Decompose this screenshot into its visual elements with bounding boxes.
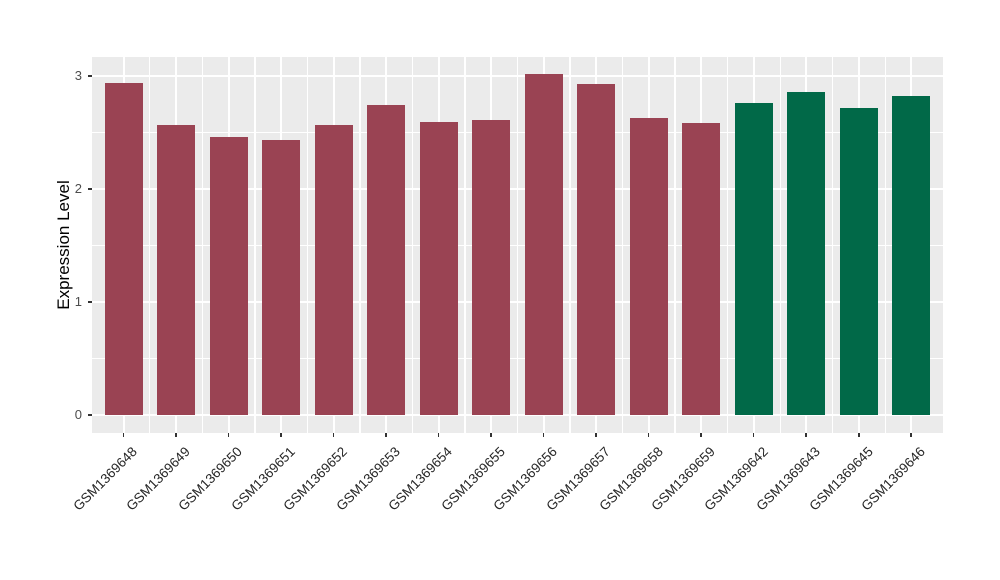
x-tick-mark <box>647 433 650 437</box>
x-tick-mark <box>280 433 282 437</box>
gridline-minor-v <box>884 57 886 433</box>
gridline-minor-v <box>359 57 361 433</box>
gridline-minor-v <box>516 57 519 433</box>
y-tick-label: 0 <box>74 407 82 422</box>
y-tick-mark <box>88 301 92 303</box>
bar-GSM1369655 <box>472 120 511 415</box>
gridline-minor-v <box>674 57 676 433</box>
y-tick-mark <box>88 188 92 190</box>
bar-GSM1369645 <box>839 107 878 415</box>
bar-GSM1369657 <box>577 83 616 415</box>
gridline-minor-v <box>306 57 309 433</box>
plot-panel <box>92 57 943 433</box>
x-tick-mark <box>437 433 440 437</box>
x-tick-mark <box>542 433 545 437</box>
x-tick-mark <box>910 433 913 437</box>
bar-GSM1369648 <box>104 82 143 415</box>
x-tick-mark <box>385 433 387 437</box>
y-tick-label: 3 <box>74 68 82 83</box>
x-tick-mark <box>857 433 860 437</box>
bar-GSM1369653 <box>367 105 406 415</box>
x-tick-mark <box>227 433 230 437</box>
bar-GSM1369651 <box>262 140 301 415</box>
bar-GSM1369649 <box>157 124 196 415</box>
gridline-minor-v <box>201 57 203 433</box>
bar-GSM1369643 <box>787 91 826 415</box>
gridline-minor-v <box>779 57 781 433</box>
x-tick-mark <box>122 433 125 437</box>
x-tick-mark <box>332 433 335 437</box>
x-tick-mark <box>175 433 177 437</box>
gridline-minor-v <box>569 57 571 433</box>
gridline-minor-v <box>727 57 729 433</box>
x-tick-mark <box>490 433 492 437</box>
gridline-minor-v <box>254 57 256 433</box>
bar-GSM1369646 <box>892 96 931 415</box>
y-tick-label: 2 <box>74 181 82 196</box>
x-tick-mark <box>595 433 597 437</box>
bar-GSM1369642 <box>734 103 773 415</box>
bar-GSM1369656 <box>524 73 563 415</box>
bar-GSM1369650 <box>209 137 248 415</box>
bar-GSM1369658 <box>629 117 668 415</box>
y-tick-mark <box>88 414 92 416</box>
gridline-minor-v <box>411 57 414 433</box>
x-tick-mark <box>700 433 702 437</box>
y-tick-label: 1 <box>74 294 82 309</box>
bar-GSM1369654 <box>419 122 458 415</box>
bar-GSM1369652 <box>314 124 353 415</box>
gridline-minor-v <box>832 57 834 433</box>
gridline-minor-v <box>464 57 466 433</box>
gridline-minor-v <box>621 57 624 433</box>
x-tick-mark <box>752 433 755 437</box>
y-axis-title: Expression Level <box>54 180 73 310</box>
x-tick-mark <box>805 433 807 437</box>
gridline-minor-v <box>149 57 151 433</box>
bar-GSM1369659 <box>682 123 721 415</box>
y-tick-mark <box>88 75 92 77</box>
